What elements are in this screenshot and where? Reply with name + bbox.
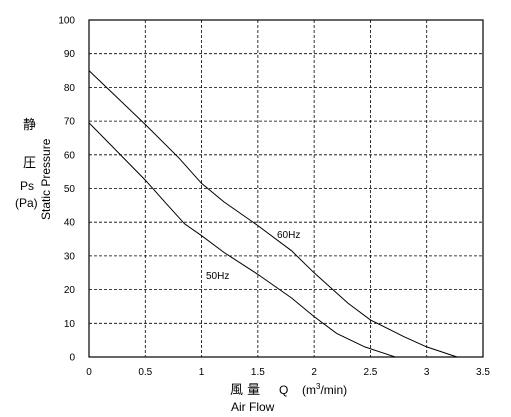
y-axis-label-unit: (Pa) xyxy=(15,196,38,210)
y-tick-label: 40 xyxy=(64,218,76,229)
series-label-60hz: 60Hz xyxy=(277,230,300,241)
y-tick-label: 60 xyxy=(64,150,76,161)
y-tick-label: 70 xyxy=(64,117,76,128)
x-tick-labels: 0 0.5 1 1.5 2 2.5 3 3.5 xyxy=(86,367,490,378)
y-axis-label-cjk-2: 圧 xyxy=(23,156,36,171)
x-axis-label-english: Air Flow xyxy=(231,400,275,414)
x-axis-label-cjk: 風 量 xyxy=(230,383,260,398)
x-tick-label: 2 xyxy=(311,367,317,378)
y-tick-label: 80 xyxy=(64,83,76,94)
y-axis-label-cjk-1: 静 xyxy=(23,118,36,133)
x-tick-label: 0.5 xyxy=(138,367,152,378)
x-tick-label: 1 xyxy=(199,367,205,378)
y-tick-label: 90 xyxy=(64,49,76,60)
curve-50hz xyxy=(88,122,396,358)
y-axis-label-symbol: Ps xyxy=(20,179,34,193)
x-axis-label-unit: (m3/min) xyxy=(302,382,347,397)
x-tick-label: 3 xyxy=(424,367,430,378)
x-tick-label: 1.5 xyxy=(251,367,265,378)
y-tick-labels: 0 10 20 30 40 50 60 70 80 90 100 xyxy=(58,16,75,364)
x-tick-label: 2.5 xyxy=(363,367,377,378)
plot-frame xyxy=(88,19,484,358)
x-tick-label: 0 xyxy=(86,367,92,378)
x-tick-label: 3.5 xyxy=(476,367,490,378)
y-axis-label-english: Static Pressure xyxy=(39,138,53,220)
y-tick-label: 10 xyxy=(64,319,76,330)
curves xyxy=(88,70,458,358)
curve-60hz xyxy=(88,70,458,358)
series-labels: 60Hz 50Hz xyxy=(206,230,300,282)
y-tick-label: 30 xyxy=(64,251,76,262)
x-axis-label-symbol: Q xyxy=(279,383,288,397)
y-tick-label: 20 xyxy=(64,285,76,296)
y-tick-label: 50 xyxy=(64,184,76,195)
series-label-50hz: 50Hz xyxy=(206,271,229,282)
y-tick-label: 0 xyxy=(69,353,75,364)
grid-lines xyxy=(89,20,483,357)
y-tick-label: 100 xyxy=(58,16,75,27)
